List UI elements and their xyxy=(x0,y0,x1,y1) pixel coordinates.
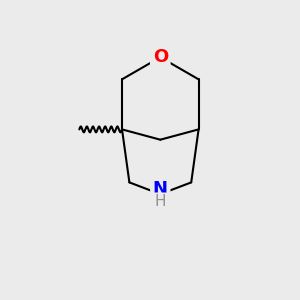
Text: N: N xyxy=(153,181,168,199)
Text: H: H xyxy=(154,194,166,209)
Text: O: O xyxy=(153,48,168,66)
